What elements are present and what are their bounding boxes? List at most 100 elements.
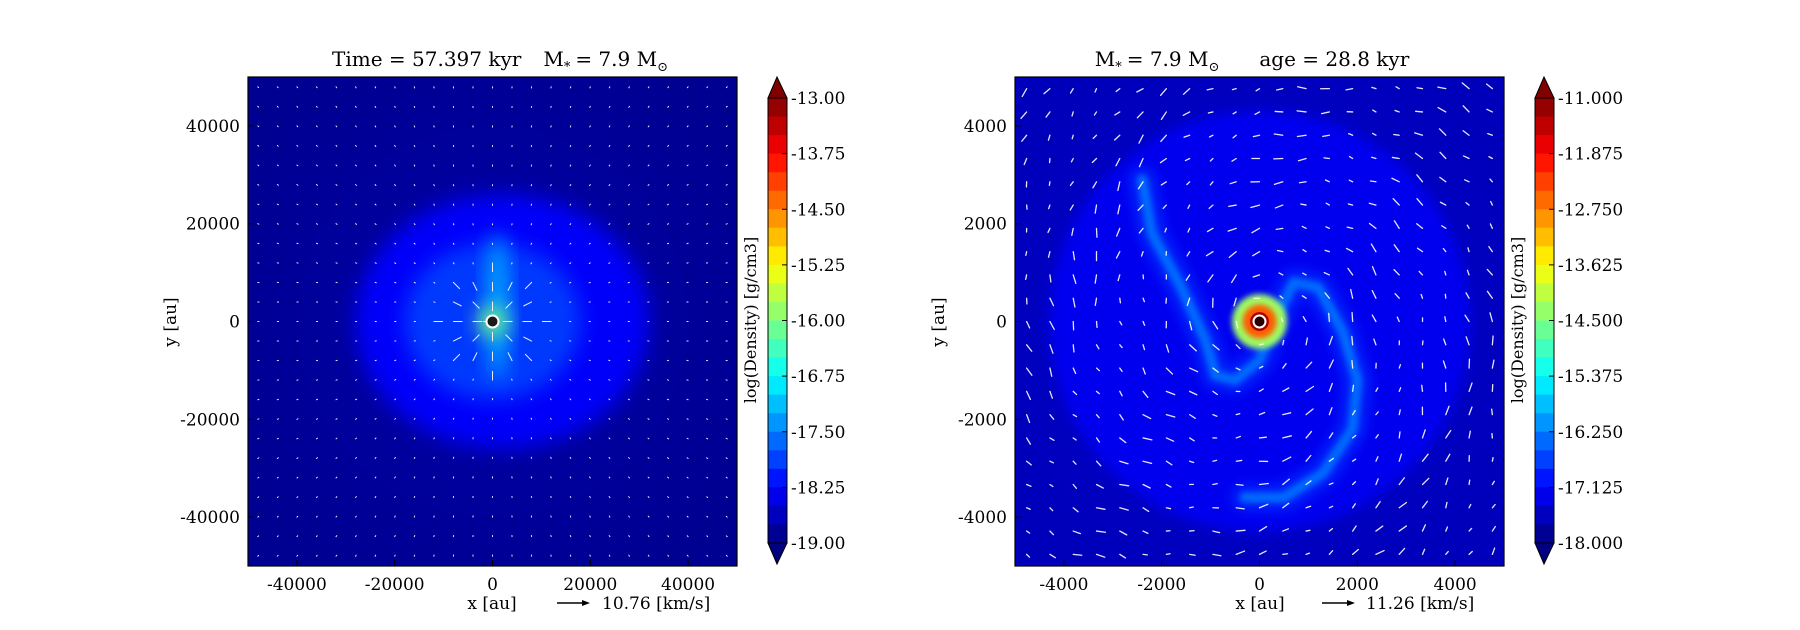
velocity-arrow [647,105,650,108]
velocity-arrow [628,554,630,557]
colorbar-tick-label: -17.125 [1558,478,1623,498]
velocity-arrow [452,262,455,265]
colorbar-tick-label: -16.00 [791,312,845,332]
velocity-arrow [374,144,377,147]
velocity-arrow [1188,460,1195,464]
velocity-arrow [433,417,435,420]
panel-1-y-ticks: 40000 20000 0 -20000 -40000 [180,117,254,528]
velocity-arrow [1115,250,1121,259]
velocity-arrow [413,242,416,245]
velocity-arrow [1322,134,1331,137]
velocity-arrow [1282,362,1287,369]
velocity-arrow [1025,483,1032,487]
colorbar-tick-label: -13.625 [1558,256,1623,276]
velocity-arrow [1072,367,1077,375]
velocity-arrow [374,437,377,440]
colorbar-tick-label: -15.25 [791,256,845,276]
velocity-arrow [1444,270,1447,276]
velocity-arrow [1302,249,1307,253]
velocity-arrow [1137,204,1144,211]
velocity-arrow [1328,359,1334,369]
velocity-arrow [530,378,533,381]
velocity-arrow [1465,336,1470,346]
velocity-arrow [1421,500,1429,509]
velocity-arrow [315,554,318,557]
velocity-arrow [335,125,338,128]
velocity-arrow [1049,390,1053,399]
velocity-arrow [394,164,396,167]
velocity-arrow [1421,477,1430,486]
velocity-arrow [1348,179,1354,183]
velocity-arrow [1094,204,1098,214]
velocity-arrow [608,379,611,381]
velocity-arrow [394,379,397,381]
velocity-arrow [1490,200,1494,206]
velocity-arrow [355,223,358,225]
velocity-arrow [452,353,461,362]
colorbar-band [768,524,787,544]
velocity-arrow [1165,367,1174,375]
velocity-arrow [374,476,377,479]
velocity-arrow [569,262,572,265]
panel-2-y-axis-label: y [au] [929,297,949,347]
velocity-arrow [1235,367,1241,371]
velocity-arrow [1461,82,1470,90]
velocity-arrow [335,223,338,225]
velocity-arrow [1049,530,1055,536]
x-tick-label: 4000 [1433,575,1476,595]
velocity-arrow [257,554,260,557]
velocity-arrow [394,476,396,479]
panel-1-velocity-arrows [257,86,728,557]
velocity-arrow [1187,204,1191,209]
velocity-arrow [725,515,728,518]
velocity-arrow [1117,181,1121,192]
colorbar-band [1535,394,1554,414]
velocity-arrow [1486,268,1494,276]
velocity-arrow [1160,181,1168,186]
velocity-arrow [1231,274,1237,284]
velocity-arrow [433,223,435,226]
velocity-arrow [1188,437,1195,442]
velocity-arrow [1350,288,1354,299]
velocity-arrow [335,457,338,459]
velocity-arrow [394,262,397,264]
velocity-arrow [1468,527,1473,532]
velocity-arrow [374,554,377,557]
velocity-arrow [1328,527,1334,532]
velocity-arrow [1071,134,1074,140]
velocity-arrow [1049,413,1055,420]
velocity-arrow [1119,413,1124,421]
velocity-arrow [1371,265,1377,276]
velocity-arrow [1072,390,1078,396]
velocity-arrow [1305,430,1313,439]
velocity-arrow [355,476,357,479]
velocity-arrow [1282,528,1290,532]
velocity-arrow [725,105,728,108]
velocity-arrow [1208,134,1214,138]
velocity-arrow [1305,480,1312,486]
velocity-arrow [296,437,299,440]
panel-2-title: M* = 7.9 M⊙ age = 28.8 kyr [1095,47,1410,75]
velocity-arrow [608,476,611,479]
velocity-arrow [588,242,591,245]
velocity-arrow [667,535,670,538]
velocity-arrow [706,164,709,167]
velocity-arrow [1279,295,1284,299]
velocity-arrow [608,223,611,225]
velocity-arrow [433,203,435,206]
velocity-arrow [296,496,299,499]
velocity-arrow [1138,134,1144,144]
velocity-arrow [686,457,689,459]
velocity-arrow [1328,335,1334,346]
velocity-arrow [1282,387,1290,393]
velocity-arrow [569,242,572,245]
velocity-arrow [1095,390,1100,395]
velocity-arrow [1071,111,1074,117]
velocity-arrow [589,476,591,479]
velocity-arrow [315,418,319,420]
velocity-arrow [1320,111,1331,115]
velocity-arrow [667,164,670,167]
velocity-arrow [257,515,260,518]
velocity-arrow [1188,553,1196,556]
velocity-arrow [1438,128,1447,136]
